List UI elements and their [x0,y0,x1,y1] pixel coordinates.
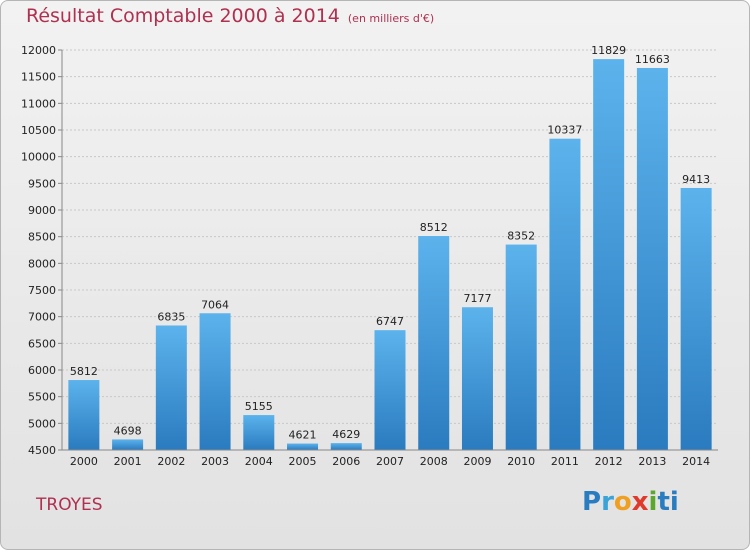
data-label: 4621 [289,429,317,442]
y-tick-label: 6500 [28,337,56,350]
y-tick-label: 9000 [28,204,56,217]
logo-letter: ti [657,487,679,517]
logo-letter: P [582,487,602,517]
data-label: 11663 [635,53,670,66]
bars: 5812 4698 6835 7064 5155 4621 4629 6747 8512 7177… [68,44,712,451]
bar [68,380,100,450]
y-tick-label: 7000 [28,311,56,324]
x-axis: 2000 2001 2002 2003 2004 2005 2006 2007 2008 2009… [62,449,718,468]
data-label: 8512 [420,221,448,234]
data-label: 6835 [157,310,185,323]
y-tick-label: 5500 [28,391,56,404]
y-tick-label: 12000 [21,44,56,57]
x-tick-label: 2010 [507,455,535,468]
y-tick-label: 11000 [21,97,56,110]
data-label: 7064 [201,298,229,311]
data-label: 5155 [245,400,273,413]
x-tick-label: 2013 [638,455,666,468]
bar [593,59,625,451]
bar [330,443,362,450]
y-tick-label: 5000 [28,417,56,430]
logo-letter: x [631,487,649,517]
x-tick-label: 2009 [463,455,491,468]
bar [374,330,406,450]
chart-title: Résultat Comptable 2000 à 2014 [26,5,340,27]
bar [549,138,581,450]
y-tick-label: 10000 [21,151,56,164]
bar [636,67,668,451]
proxiti-logo: Proxiti [582,487,679,517]
chart-subtitle: (en milliers d'€) [347,12,435,25]
x-tick-label: 2011 [551,455,579,468]
data-label: 10337 [547,124,582,137]
x-tick-label: 2006 [332,455,360,468]
x-tick-label: 2004 [245,455,273,468]
data-label: 5812 [70,365,98,378]
x-tick-label: 2014 [682,455,710,468]
y-tick-label: 6000 [28,364,56,377]
bar [112,439,144,450]
logo-letter: r [601,487,614,517]
bar [243,415,275,450]
y-tick-label: 7500 [28,284,56,297]
y-tick-label: 8500 [28,231,56,244]
bar [505,244,537,450]
data-label: 9413 [682,173,710,186]
y-tick-label: 4500 [28,444,56,457]
x-tick-label: 2005 [289,455,317,468]
logo-letter: o [613,487,632,517]
x-tick-label: 2002 [157,455,185,468]
y-tick-label: 9500 [28,177,56,190]
x-tick-label: 2012 [595,455,623,468]
bar [155,325,187,450]
x-tick-label: 2008 [420,455,448,468]
x-tick-label: 2003 [201,455,229,468]
y-tick-label: 10500 [21,124,56,137]
city-name: TROYES [36,495,103,515]
bar [680,187,712,450]
bar [418,236,450,450]
data-label: 7177 [463,292,491,305]
bar [287,443,319,450]
data-label: 4629 [332,428,360,441]
x-tick-label: 2001 [114,455,142,468]
logo-letter: i [648,487,658,517]
y-axis: 4500 5000 5500 6000 6500 7000 7500 8000 8500 9000… [21,44,63,457]
x-tick-label: 2000 [70,455,98,468]
y-tick-label: 8000 [28,257,56,270]
data-label: 8352 [507,230,535,243]
bar [461,307,493,450]
bar [199,313,231,450]
data-label: 11829 [591,44,626,57]
y-tick-label: 11500 [21,71,56,84]
data-label: 4698 [114,424,142,437]
data-label: 6747 [376,315,404,328]
chart-title-block: Résultat Comptable 2000 à 2014 (en millie… [26,5,434,27]
x-tick-label: 2007 [376,455,404,468]
